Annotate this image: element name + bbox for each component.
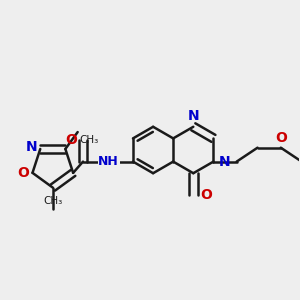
Text: N: N (188, 109, 199, 123)
Text: O: O (200, 188, 212, 202)
Text: O: O (275, 130, 287, 145)
Text: N: N (26, 140, 37, 154)
Text: O: O (66, 133, 77, 147)
Text: N: N (219, 154, 231, 169)
Text: CH₃: CH₃ (43, 196, 62, 206)
Text: CH₃: CH₃ (79, 135, 98, 145)
Text: O: O (17, 166, 29, 180)
Text: NH: NH (98, 155, 119, 168)
